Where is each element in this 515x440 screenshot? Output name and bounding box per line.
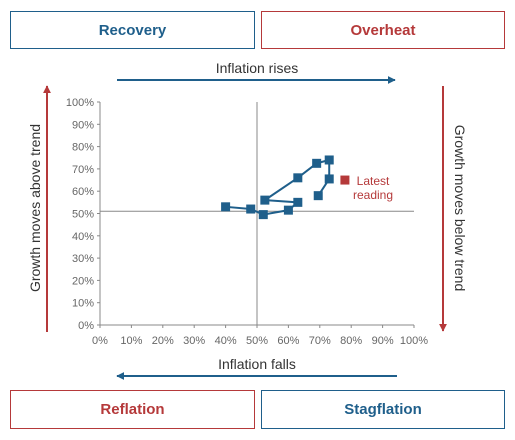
quadrant-reflation-label: Reflation bbox=[100, 401, 165, 418]
data-point bbox=[283, 205, 293, 215]
arrow-right-label: Growth moves below trend bbox=[452, 125, 468, 292]
x-tick-label: 90% bbox=[372, 335, 394, 347]
arrow-top-label: Inflation rises bbox=[216, 60, 298, 76]
x-tick-label: 100% bbox=[400, 335, 428, 347]
y-tick-label: 30% bbox=[72, 253, 94, 265]
data-point bbox=[221, 202, 231, 212]
x-tick-label: 20% bbox=[152, 335, 174, 347]
data-point bbox=[312, 158, 322, 168]
y-tick-label: 100% bbox=[66, 97, 94, 109]
x-tick-label: 80% bbox=[340, 335, 362, 347]
latest-reading-point bbox=[340, 175, 350, 185]
x-tick-label: 50% bbox=[246, 335, 268, 347]
data-point bbox=[293, 173, 303, 183]
data-point bbox=[258, 210, 268, 220]
quadrant-overheat-label: Overheat bbox=[350, 21, 416, 39]
y-tick-label: 60% bbox=[72, 186, 94, 198]
x-tick-label: 70% bbox=[309, 335, 331, 347]
latest-reading-label: reading bbox=[353, 188, 393, 202]
quadrant-recovery: Recovery bbox=[10, 11, 255, 49]
y-tick-label: 80% bbox=[72, 142, 94, 154]
data-point bbox=[324, 174, 334, 184]
series-line bbox=[225, 158, 331, 216]
quadrant-stagflation-label: Stagflation bbox=[344, 401, 422, 418]
arrow-bottom-label: Inflation falls bbox=[218, 356, 296, 372]
latest-reading-label: Latest bbox=[357, 174, 390, 188]
quadrant-recovery-label: Recovery bbox=[98, 21, 167, 39]
arrow-left-label: Growth moves above trend bbox=[27, 124, 43, 292]
x-tick-label: 10% bbox=[120, 335, 142, 347]
y-tick-label: 40% bbox=[72, 231, 94, 243]
y-tick-label: 90% bbox=[72, 119, 94, 131]
quadrant-overheat: Overheat bbox=[261, 11, 505, 49]
x-tick-label: 30% bbox=[183, 335, 205, 347]
plot-area: 0% 10% 20% 30% 40% 50% 60% 70% 80% 90% 100% 0% 10% 20… bbox=[66, 97, 428, 347]
y-tick-label: 0% bbox=[78, 320, 94, 332]
quadrant-stagflation: Stagflation bbox=[261, 390, 505, 429]
quadrant-reflation: Reflation bbox=[10, 390, 255, 429]
data-point bbox=[313, 191, 323, 201]
data-point bbox=[246, 204, 256, 214]
y-tick-label: 20% bbox=[72, 275, 94, 287]
x-tick-label: 40% bbox=[215, 335, 237, 347]
data-point bbox=[260, 195, 270, 205]
x-tick-label: 60% bbox=[277, 335, 299, 347]
data-point bbox=[324, 155, 334, 165]
y-tick-label: 50% bbox=[72, 209, 94, 221]
y-tick-label: 70% bbox=[72, 164, 94, 176]
x-tick-label: 0% bbox=[92, 335, 108, 347]
y-tick-label: 10% bbox=[72, 298, 94, 310]
data-point bbox=[293, 197, 303, 207]
